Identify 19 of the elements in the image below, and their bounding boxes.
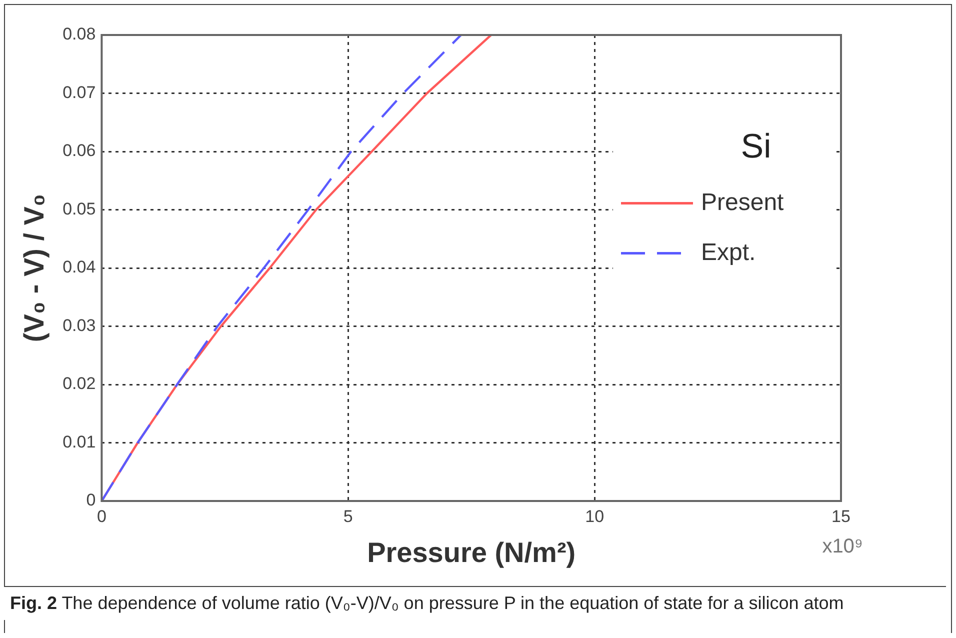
y-tick-label: 0.05 xyxy=(62,199,96,218)
legend-label: Expt. xyxy=(701,238,756,266)
y-tick-label: 0.06 xyxy=(62,141,96,160)
x-tick-label: 10 xyxy=(585,506,604,526)
y-tick-label: 0.03 xyxy=(62,316,96,335)
y-tick-label: 0.04 xyxy=(62,258,96,277)
y-axis-title: (V₀ - V) / V₀ xyxy=(18,194,50,342)
y-tick-label: 0.08 xyxy=(62,24,96,44)
text: x10⁹ xyxy=(822,536,863,558)
y-tick-label: 0 xyxy=(86,490,96,510)
x-tick-label: 5 xyxy=(343,506,353,526)
y-tick-label: 0.02 xyxy=(62,374,96,394)
caption: Fig. 2 The dependence of volume ratio (V₀-V)/V₀ on pressure P in the equation of state for a silicon atom xyxy=(10,593,844,613)
x-tick-label: 15 xyxy=(832,506,850,526)
legend-title: Si xyxy=(740,128,772,166)
legend-label: Present xyxy=(701,188,784,216)
x-axis-title: Pressure (N/m²) xyxy=(367,536,576,568)
y-tick-label: 0.01 xyxy=(62,432,96,452)
y-tick-label: 0.07 xyxy=(62,82,96,102)
